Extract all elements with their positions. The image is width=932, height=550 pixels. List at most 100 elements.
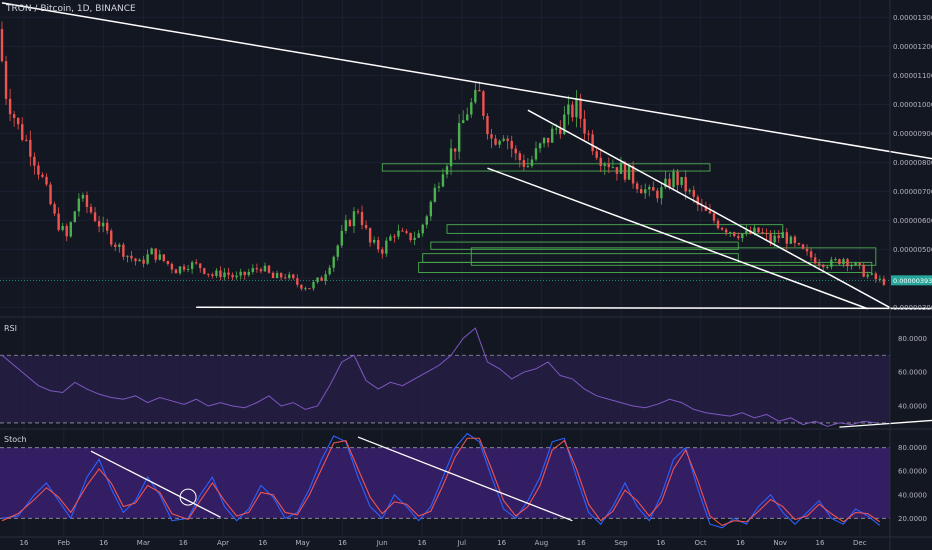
candle-body	[603, 164, 606, 166]
support-zone-box	[470, 247, 877, 266]
candle-body	[360, 212, 364, 226]
candle-body	[583, 118, 586, 134]
candle-body	[575, 97, 578, 118]
candle-body	[263, 265, 267, 272]
support-zone-box	[418, 261, 873, 273]
stoch-circle-marker	[179, 488, 197, 506]
candle-body	[639, 189, 643, 194]
candle-body	[765, 233, 768, 235]
candle-body	[89, 206, 93, 213]
candle-body	[368, 228, 372, 243]
candle-body	[203, 268, 206, 274]
candle-body	[457, 123, 461, 152]
candle-body	[676, 171, 679, 185]
candle-body	[728, 232, 732, 234]
rsi-trendline	[839, 419, 932, 428]
candle-body	[114, 244, 117, 247]
candle-body	[166, 260, 170, 264]
trendline-wedge-upper	[527, 109, 893, 310]
candle-body	[97, 221, 101, 227]
x-tick-label: Mar	[137, 539, 150, 547]
candle-body	[453, 148, 457, 152]
rsi-band	[0, 355, 890, 423]
candle-body	[712, 213, 716, 221]
candle-body	[126, 255, 129, 257]
candle-body	[461, 120, 465, 124]
trendlines[interactable]	[1, 2, 932, 310]
candle-body	[538, 143, 542, 149]
candle-body	[190, 262, 194, 269]
candle-body	[12, 114, 16, 118]
candle-body	[49, 184, 52, 205]
candle-body	[660, 187, 663, 199]
candle-body	[33, 156, 36, 166]
candle-body	[275, 273, 279, 279]
candle-body	[474, 89, 477, 103]
x-tick-label: 16	[338, 539, 347, 547]
stoch-tick-label: 40.0000	[898, 491, 927, 499]
candle-body	[300, 284, 303, 289]
candle-body	[41, 174, 44, 177]
symbol-title[interactable]: TRON / Bitcoin, 1D, BINANCE	[6, 4, 136, 14]
candle-body	[720, 228, 724, 230]
candle-body	[146, 254, 149, 264]
x-tick-label: Jun	[376, 539, 388, 547]
x-tick-label: 16	[179, 539, 188, 547]
candle-body	[635, 183, 639, 190]
candle-body	[235, 275, 238, 278]
candle-body	[571, 104, 574, 118]
candle-body	[559, 128, 562, 135]
candle-body	[352, 211, 356, 227]
x-tick-label: 16	[497, 539, 506, 547]
candle-body	[279, 273, 283, 278]
stoch-band	[0, 447, 890, 519]
candle-body	[223, 272, 226, 278]
candle-body	[563, 114, 566, 135]
candle-body	[324, 274, 327, 281]
candle-body	[247, 271, 250, 276]
x-tick-label: 16	[816, 539, 825, 547]
candle-body	[0, 28, 4, 62]
support-zone-box	[446, 224, 784, 234]
candle-body	[53, 204, 56, 214]
x-tick-label: Aug	[535, 539, 549, 547]
candle-body	[433, 187, 437, 202]
candle-body	[656, 190, 659, 199]
candle-body	[716, 220, 720, 229]
candle-body	[801, 244, 805, 249]
candle-body	[45, 176, 48, 185]
candle-body	[830, 259, 833, 267]
candle-body	[526, 165, 530, 167]
price-tick-label: 0.00000300	[893, 304, 932, 312]
price-tick-label: 0.00000700	[893, 188, 932, 196]
candle-body	[93, 212, 97, 222]
x-tick-label: 16	[418, 539, 427, 547]
candle-body	[490, 134, 493, 139]
candle-body	[817, 263, 821, 265]
candle-body	[761, 232, 764, 234]
candle-body	[542, 137, 546, 144]
stoch-tick-label: 80.0000	[898, 444, 927, 452]
x-tick-label: 16	[656, 539, 665, 547]
candle-body	[182, 266, 186, 270]
x-tick-label: 16	[20, 539, 29, 547]
candle-body	[267, 265, 271, 273]
stoch-d-line	[1, 437, 881, 527]
x-tick-label: 16	[99, 539, 108, 547]
candle-body	[429, 201, 433, 217]
current-price-label: 0.00000393	[893, 277, 932, 285]
candle-body	[648, 187, 651, 190]
candle-body	[61, 225, 64, 230]
candle-body	[611, 167, 615, 169]
price-tick-label: 0.00001000	[893, 101, 932, 109]
candle-body	[105, 222, 109, 231]
candle-body	[555, 128, 558, 130]
candle-body	[672, 171, 675, 188]
candle-body	[757, 227, 760, 233]
candle-body	[518, 153, 522, 161]
candle-body	[348, 220, 352, 227]
candle-body	[449, 148, 453, 167]
candle-body	[599, 157, 602, 166]
candle-body	[522, 160, 526, 167]
